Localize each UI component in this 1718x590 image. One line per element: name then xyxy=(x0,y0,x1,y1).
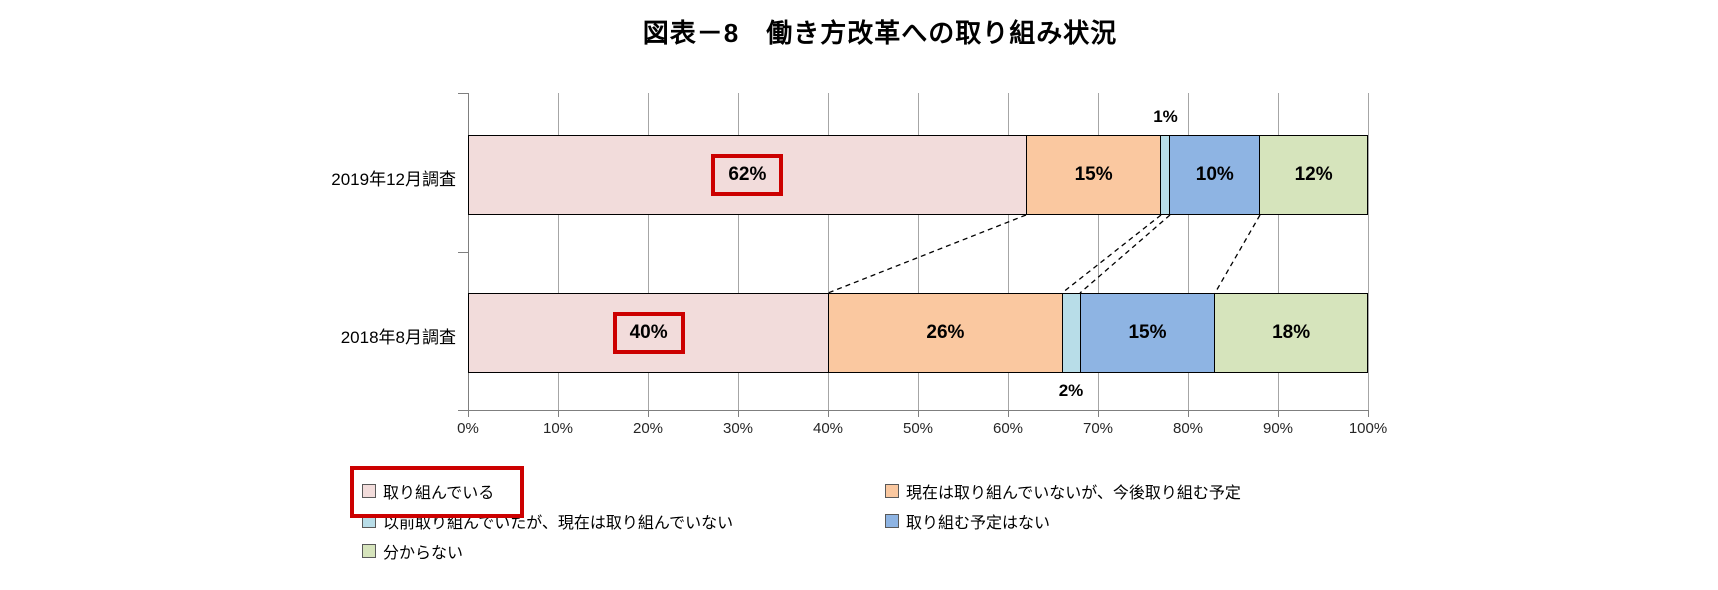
legend-label: 現在は取り組んでいないが、今後取り組む予定 xyxy=(906,485,1241,502)
legend-item: 取り組む予定はない xyxy=(885,511,1051,532)
y-tick-mark xyxy=(458,251,468,253)
bar-segment xyxy=(1061,294,1080,372)
legend-swatch xyxy=(362,544,376,558)
chart-title: 図表－8 働き方改革への取り組み状況 xyxy=(642,18,1118,48)
y-axis-line xyxy=(468,93,469,410)
legend-label: 取り組んでいる xyxy=(383,485,495,502)
bar-row: 62% 15% 10% 12% xyxy=(468,135,1368,215)
connector-line xyxy=(1214,214,1261,294)
gridline xyxy=(1368,93,1369,410)
x-tick-label: 30% xyxy=(722,420,754,437)
connector-line xyxy=(827,214,1027,294)
highlighted-segment-label: 40% xyxy=(612,312,685,354)
segment-label: 15% xyxy=(1074,164,1113,185)
x-tick-mark xyxy=(1098,410,1099,417)
legend-label: 以前取り組んでいたが、現在は取り組んでいない xyxy=(383,515,734,532)
legend-item: 現在は取り組んでいないが、今後取り組む予定 xyxy=(885,481,1241,502)
x-tick-mark xyxy=(648,410,649,417)
connector-line xyxy=(1079,214,1171,294)
bar-segment: 12% xyxy=(1259,136,1367,214)
x-tick-label: 70% xyxy=(1082,420,1114,437)
connector-line xyxy=(1061,214,1162,294)
bar-segment: 62% xyxy=(469,136,1026,214)
gridline xyxy=(1188,93,1189,410)
x-tick-mark xyxy=(1188,410,1189,417)
x-tick-mark xyxy=(558,410,559,417)
legend-highlight-box xyxy=(350,466,524,518)
highlighted-segment-label: 62% xyxy=(711,154,784,196)
bar-segment: 15% xyxy=(1079,294,1215,372)
legend-swatch xyxy=(885,484,899,498)
x-tick-label: 80% xyxy=(1172,420,1204,437)
segment-label: 10% xyxy=(1195,164,1234,185)
segment-label: 15% xyxy=(1128,322,1167,343)
category-label: 2019年12月調査 xyxy=(331,170,456,189)
gridline xyxy=(738,93,739,410)
gridline xyxy=(648,93,649,410)
legend-item: 取り組んでいる xyxy=(362,481,495,502)
x-tick-mark xyxy=(828,410,829,417)
legend-label: 分からない xyxy=(383,545,464,562)
legend-label: 取り組む予定はない xyxy=(906,515,1051,532)
x-tick-label: 10% xyxy=(542,420,574,437)
bar-segment xyxy=(1160,136,1170,214)
x-tick-label: 0% xyxy=(457,420,479,437)
bar-segment: 15% xyxy=(1025,136,1161,214)
category-label: 2018年8月調査 xyxy=(340,328,456,347)
y-tick-mark xyxy=(458,410,468,411)
x-tick-mark xyxy=(1368,410,1369,417)
gridline xyxy=(558,93,559,410)
segment-label: 12% xyxy=(1294,164,1333,185)
x-tick-label: 90% xyxy=(1262,420,1294,437)
x-tick-mark xyxy=(1008,410,1009,417)
x-tick-mark xyxy=(738,410,739,417)
x-tick-mark xyxy=(468,410,469,417)
plot-area: 62% 15% 10% 12% 1% 40% 26% 15% 18% 2% xyxy=(468,93,1369,411)
bar-row: 40% 26% 15% 18% xyxy=(468,293,1368,373)
segment-label: 26% xyxy=(926,322,965,343)
gridline xyxy=(1278,93,1279,410)
bar-segment: 18% xyxy=(1214,294,1367,372)
bar-segment: 26% xyxy=(828,294,1062,372)
legend-item: 分からない xyxy=(362,541,464,562)
x-tick-mark xyxy=(918,410,919,417)
x-tick-mark xyxy=(1278,410,1279,417)
outside-segment-label: 1% xyxy=(1153,107,1178,126)
y-tick-mark xyxy=(458,93,468,94)
x-tick-label: 50% xyxy=(902,420,934,437)
legend-swatch xyxy=(362,484,376,498)
legend-swatch xyxy=(885,514,899,528)
x-tick-label: 60% xyxy=(992,420,1024,437)
segment-label: 18% xyxy=(1272,322,1311,343)
x-tick-label: 40% xyxy=(812,420,844,437)
bar-segment: 10% xyxy=(1169,136,1260,214)
outside-segment-label: 2% xyxy=(1058,381,1084,400)
x-tick-label: 100% xyxy=(1348,420,1388,437)
bar-segment: 40% xyxy=(469,294,829,372)
x-tick-label: 20% xyxy=(632,420,664,437)
